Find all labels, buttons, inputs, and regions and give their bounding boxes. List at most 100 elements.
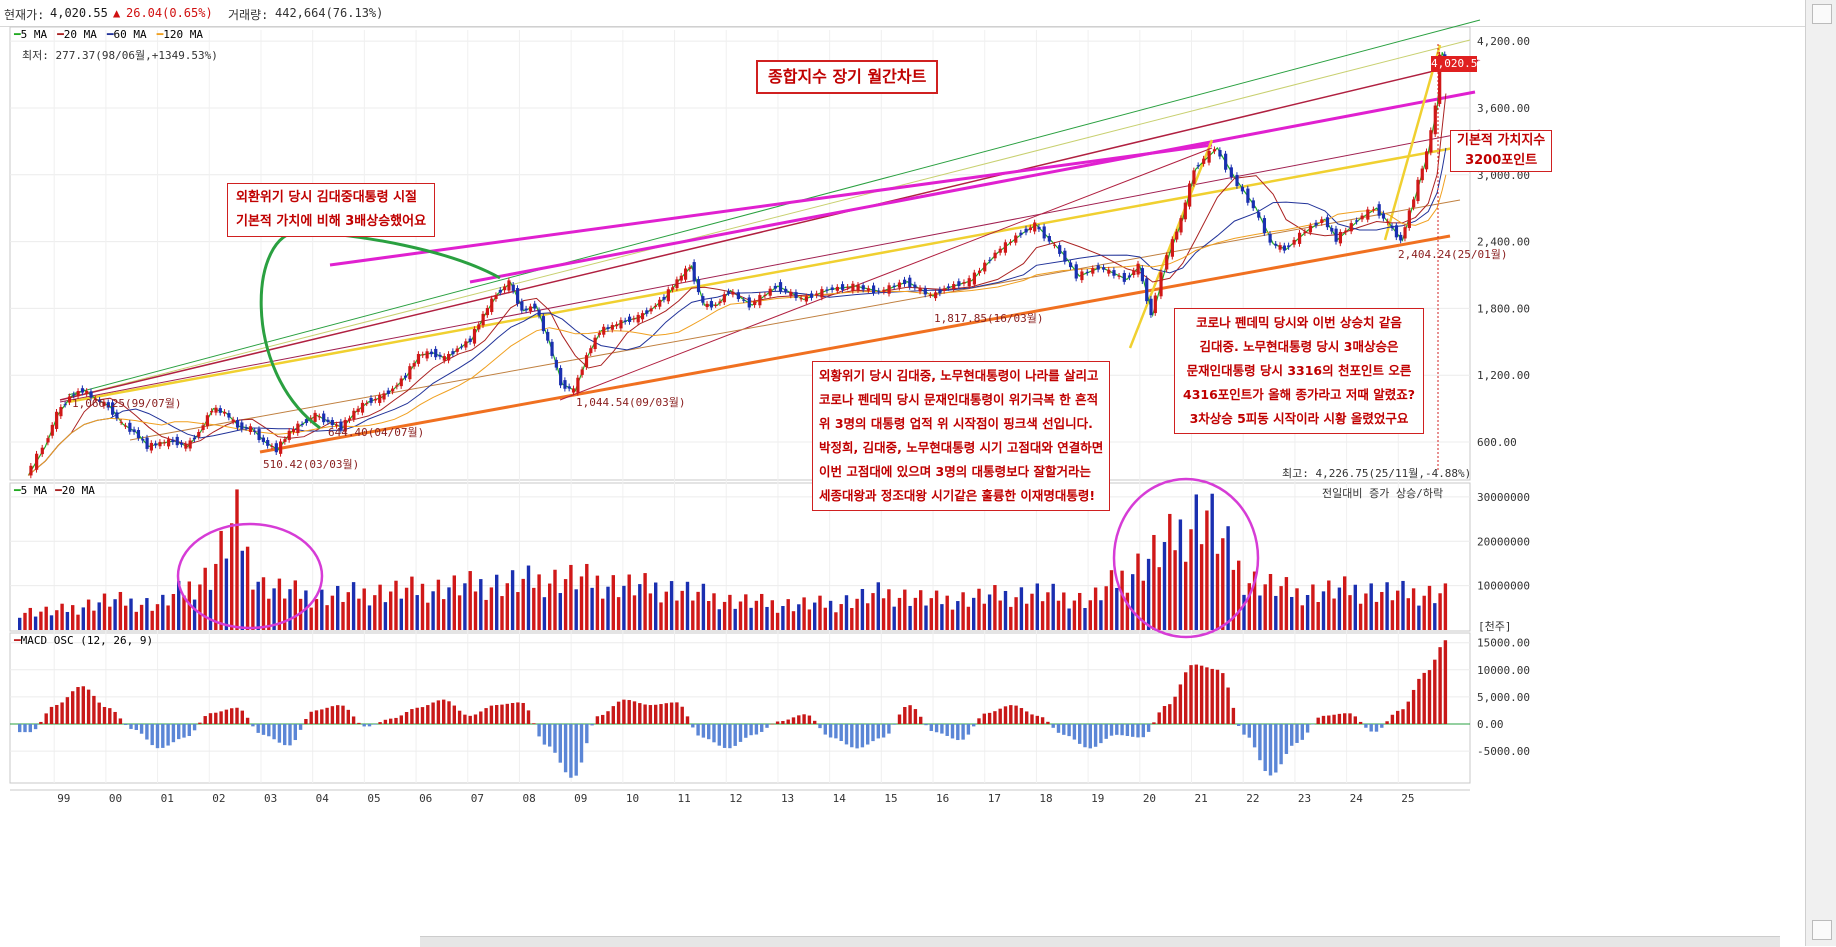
candle-body — [934, 292, 938, 299]
candle-body — [498, 289, 502, 293]
trend-line — [469, 90, 1476, 284]
volume-bar — [1062, 592, 1066, 630]
candle-body — [274, 443, 278, 453]
candle-body — [1314, 222, 1318, 226]
volume-bar — [1316, 602, 1320, 630]
price-tick-label: 3,000.00 — [1477, 169, 1530, 182]
candle-body — [434, 348, 438, 358]
volume-bar — [1406, 598, 1410, 630]
macd-bar — [579, 724, 584, 763]
volume-bar — [532, 587, 536, 630]
candle-body — [141, 438, 145, 441]
candle-body — [1202, 158, 1206, 164]
volume-bar — [823, 607, 827, 630]
candle-body — [692, 262, 696, 282]
volume-bar — [781, 606, 785, 630]
volume-bar — [728, 594, 732, 630]
macd-tick-label: 15000.00 — [1477, 637, 1530, 650]
volume-bar — [712, 593, 716, 630]
candle-body — [871, 285, 876, 293]
candle-body — [866, 288, 871, 291]
volume-bar — [150, 610, 154, 630]
volume-bar — [1411, 588, 1416, 630]
volume-bar — [749, 607, 753, 630]
macd-bar — [283, 724, 287, 746]
macd-bar — [192, 724, 197, 731]
macd-bar — [1390, 714, 1395, 724]
candle-body — [253, 430, 257, 432]
volume-bar — [208, 589, 213, 630]
macd-bar — [876, 724, 880, 739]
macd-bar — [987, 712, 992, 724]
volume-bar — [542, 597, 547, 630]
ma-legend-item: ━120 MA — [156, 28, 203, 41]
time-tick-label: 22 — [1246, 792, 1259, 805]
volume-bar — [844, 595, 849, 630]
macd-bar — [606, 711, 610, 724]
macd-bar — [797, 715, 801, 724]
candle-body — [1033, 222, 1037, 232]
macd-bar — [240, 710, 244, 724]
macd-bar — [44, 713, 48, 724]
macd-bar — [1263, 724, 1267, 772]
candle-body — [653, 305, 658, 307]
volume-bar — [871, 593, 875, 630]
macd-tick-label: 0.00 — [1477, 718, 1504, 731]
macd-bar — [818, 724, 822, 729]
candle-body — [1218, 150, 1222, 157]
volume-bar — [1019, 587, 1024, 630]
volume-bar — [65, 611, 70, 630]
volume-bar — [145, 598, 149, 630]
macd-tick-label: 10000.00 — [1477, 664, 1530, 677]
volume-bar — [468, 571, 472, 630]
macd-series — [18, 640, 1448, 778]
right-scrollbar[interactable] — [1805, 0, 1836, 946]
macd-bar — [1396, 710, 1400, 724]
volume-bar — [341, 601, 345, 630]
candle-body — [967, 278, 971, 287]
candle-body — [1136, 263, 1140, 275]
volume-bar — [309, 607, 313, 630]
candle-body — [882, 289, 886, 292]
macd-bar — [897, 714, 902, 724]
volume-bar — [526, 565, 531, 630]
macd-bar — [341, 705, 345, 724]
candle-body — [1112, 270, 1116, 276]
candle-body — [679, 275, 683, 281]
candle-body — [1153, 295, 1157, 314]
scroll-up-button[interactable] — [1812, 4, 1832, 24]
volume-bar — [473, 591, 478, 630]
horizontal-scrollbar[interactable] — [420, 936, 1780, 947]
price-change-value: 26.04(0.65%) — [126, 6, 213, 20]
macd-bar — [420, 707, 425, 724]
macd-bar — [744, 724, 748, 738]
candle-body — [1024, 228, 1028, 233]
macd-bar — [1099, 724, 1103, 744]
volume-bar — [420, 583, 425, 630]
candle-body — [373, 398, 378, 401]
candle-body — [918, 287, 922, 292]
candle-body — [1420, 168, 1424, 181]
candle-body — [1377, 204, 1381, 216]
candle-body — [352, 410, 356, 420]
volume-bar — [876, 582, 880, 630]
macd-bar — [654, 704, 658, 724]
scroll-down-button[interactable] — [1812, 920, 1832, 940]
macd-bar — [1332, 714, 1336, 724]
volume-bar — [807, 609, 812, 630]
volume-bar — [664, 591, 668, 630]
macd-bar — [563, 724, 568, 773]
volume-bar — [1056, 600, 1061, 630]
macd-bar — [18, 724, 22, 733]
macd-bar — [1316, 717, 1320, 724]
candle-body — [632, 318, 636, 320]
macd-bar — [754, 724, 759, 735]
macd-bar — [267, 724, 271, 737]
macd-bar — [309, 711, 313, 724]
volume-bar — [23, 612, 27, 630]
macd-bar — [60, 702, 64, 724]
candle-body — [429, 351, 434, 355]
macd-bar — [330, 706, 335, 724]
macd-bar — [892, 724, 896, 725]
macd-bar — [1364, 724, 1368, 728]
